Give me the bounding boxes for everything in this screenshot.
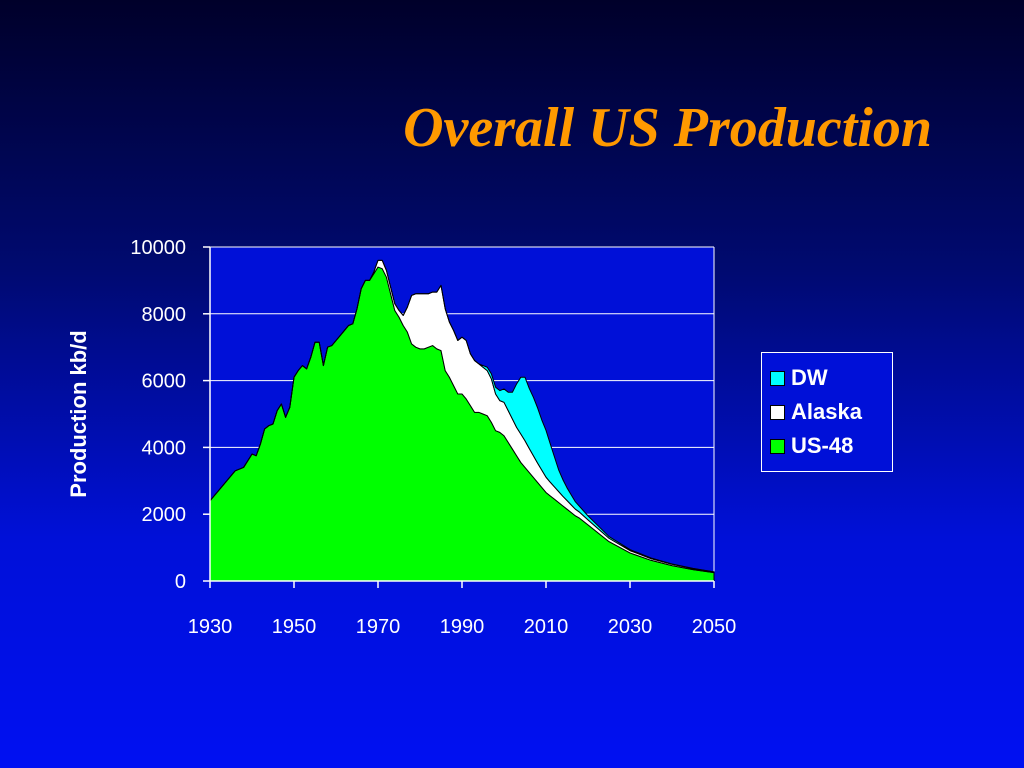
x-tick-label: 1990 — [440, 616, 485, 638]
slide-title: Overall US Production — [403, 97, 932, 159]
y-axis-title: Production kb/d — [66, 330, 91, 497]
x-tick-label: 2030 — [608, 616, 653, 638]
area-dw — [209, 259, 715, 573]
x-tick-label: 1930 — [188, 616, 233, 638]
axes — [203, 246, 715, 588]
x-tick-label: 1950 — [272, 616, 317, 638]
legend-label: Alaska — [791, 399, 862, 424]
y-tick-labels: 0 2000 4000 6000 8000 10000 — [130, 237, 186, 593]
x-tick-label: 2050 — [692, 616, 737, 638]
y-tick-label: 4000 — [142, 437, 187, 459]
x-tick-labels: 1930 1950 1970 1990 2010 2030 2050 — [188, 616, 737, 638]
y-tick-label: 0 — [175, 571, 186, 593]
legend-label: US-48 — [791, 433, 854, 458]
legend-item: Alaska — [770, 395, 892, 429]
y-tick-label: 2000 — [142, 504, 187, 526]
y-tick-label: 8000 — [142, 304, 187, 326]
legend-item: US-48 — [770, 429, 892, 463]
legend: DW Alaska US-48 — [761, 352, 893, 472]
x-tick-label: 1970 — [356, 616, 401, 638]
x-tick-label: 2010 — [524, 616, 569, 638]
legend-item: DW — [770, 361, 892, 395]
legend-swatch — [770, 370, 785, 386]
legend-swatch — [770, 404, 785, 420]
legend-swatch — [770, 438, 785, 454]
legend-label: DW — [791, 365, 828, 390]
y-tick-label: 6000 — [142, 371, 187, 393]
y-tick-label: 10000 — [130, 237, 186, 259]
